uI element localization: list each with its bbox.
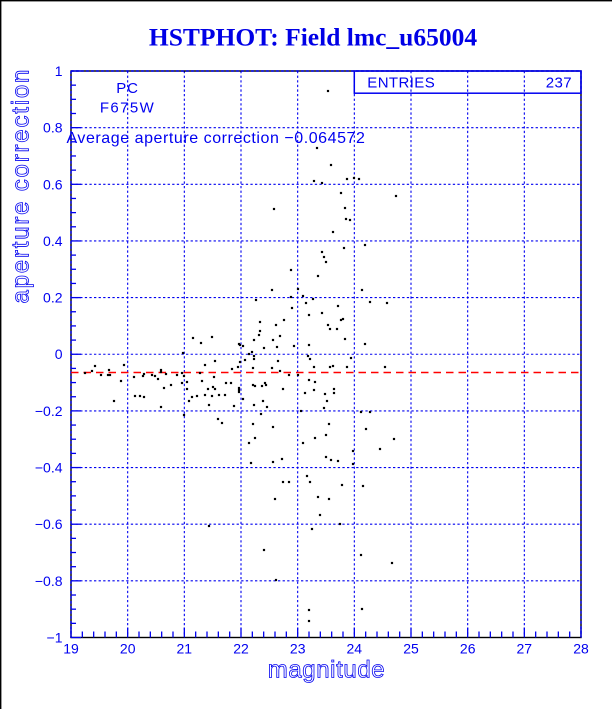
svg-text:HSTPHOT: Field lmc_u65004: HSTPHOT: Field lmc_u65004 — [149, 23, 477, 52]
svg-text:aperture correction: aperture correction — [7, 68, 34, 304]
svg-text:27: 27 — [517, 641, 533, 657]
svg-text:21: 21 — [177, 641, 193, 657]
svg-text:28: 28 — [573, 641, 589, 657]
svg-text:Average aperture correction −0: Average aperture correction −0.064572 — [67, 130, 366, 147]
svg-text:26: 26 — [460, 641, 476, 657]
svg-text:PC: PC — [116, 80, 138, 97]
svg-text:24: 24 — [347, 641, 363, 657]
svg-text:22: 22 — [233, 641, 249, 657]
svg-text:23: 23 — [290, 641, 306, 657]
svg-text:−0.6: −0.6 — [35, 516, 63, 532]
svg-text:−1: −1 — [47, 630, 63, 646]
svg-text:19: 19 — [63, 641, 79, 657]
svg-text:0.6: 0.6 — [43, 176, 63, 192]
svg-text:0.8: 0.8 — [43, 120, 63, 136]
svg-text:25: 25 — [403, 641, 419, 657]
svg-text:0.2: 0.2 — [43, 290, 63, 306]
svg-text:ENTRIES: ENTRIES — [367, 74, 435, 91]
svg-text:0.4: 0.4 — [43, 233, 63, 249]
svg-text:−0.4: −0.4 — [35, 460, 63, 476]
svg-text:magnitude: magnitude — [268, 656, 385, 683]
svg-text:1: 1 — [55, 63, 63, 79]
svg-text:0: 0 — [55, 346, 63, 362]
svg-text:−0.2: −0.2 — [35, 403, 63, 419]
svg-text:F675W: F675W — [100, 100, 155, 117]
svg-text:20: 20 — [120, 641, 136, 657]
svg-text:−0.8: −0.8 — [35, 573, 63, 589]
svg-text:237: 237 — [546, 74, 572, 91]
